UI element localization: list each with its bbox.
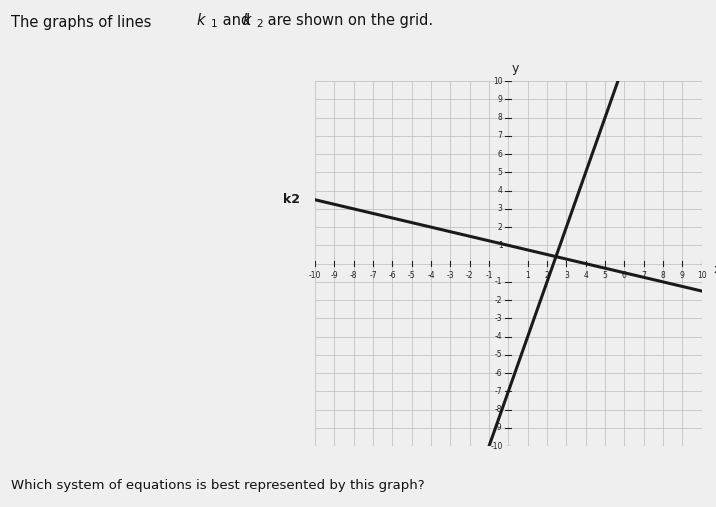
Text: 3: 3 — [498, 204, 503, 213]
Text: 1: 1 — [211, 19, 218, 29]
Text: 8: 8 — [661, 271, 665, 280]
Text: 9: 9 — [680, 271, 684, 280]
Text: 7: 7 — [498, 131, 503, 140]
Text: 2: 2 — [256, 19, 263, 29]
Text: 6: 6 — [622, 271, 626, 280]
Text: -6: -6 — [495, 369, 503, 378]
Text: -4: -4 — [495, 332, 503, 341]
Text: and: and — [218, 13, 256, 28]
Text: 2: 2 — [545, 271, 549, 280]
Text: -8: -8 — [495, 405, 503, 414]
Text: -10: -10 — [490, 442, 503, 451]
Text: -4: -4 — [427, 271, 435, 280]
Text: 5: 5 — [498, 168, 503, 177]
Text: 5: 5 — [603, 271, 607, 280]
Text: -10: -10 — [309, 271, 321, 280]
Text: k: k — [242, 13, 251, 28]
Text: -5: -5 — [408, 271, 415, 280]
Text: -1: -1 — [485, 271, 493, 280]
Text: y: y — [511, 62, 519, 75]
Text: -8: -8 — [350, 271, 357, 280]
Text: -6: -6 — [389, 271, 396, 280]
Text: 1: 1 — [526, 271, 530, 280]
Text: -9: -9 — [495, 423, 503, 432]
Text: 6: 6 — [498, 150, 503, 159]
Text: x: x — [713, 263, 716, 276]
Text: -2: -2 — [466, 271, 473, 280]
Text: 7: 7 — [642, 271, 646, 280]
Text: -3: -3 — [447, 271, 454, 280]
Text: are shown on the grid.: are shown on the grid. — [263, 13, 434, 28]
Text: k: k — [197, 13, 205, 28]
Text: 10: 10 — [697, 271, 707, 280]
Text: -2: -2 — [495, 296, 503, 305]
Text: 4: 4 — [584, 271, 588, 280]
Text: -9: -9 — [331, 271, 338, 280]
Text: 10: 10 — [493, 77, 503, 86]
Text: -3: -3 — [495, 314, 503, 323]
Text: 1: 1 — [498, 241, 503, 250]
Text: 9: 9 — [498, 95, 503, 104]
Text: k2: k2 — [283, 193, 299, 206]
Text: Which system of equations is best represented by this graph?: Which system of equations is best repres… — [11, 479, 425, 492]
Text: 4: 4 — [498, 186, 503, 195]
Text: 3: 3 — [564, 271, 569, 280]
Text: -7: -7 — [495, 387, 503, 396]
Text: -5: -5 — [495, 350, 503, 359]
Text: 2: 2 — [498, 223, 503, 232]
Text: 8: 8 — [498, 113, 503, 122]
Text: The graphs of lines: The graphs of lines — [11, 15, 156, 30]
Text: -1: -1 — [495, 277, 503, 286]
Text: -7: -7 — [369, 271, 377, 280]
